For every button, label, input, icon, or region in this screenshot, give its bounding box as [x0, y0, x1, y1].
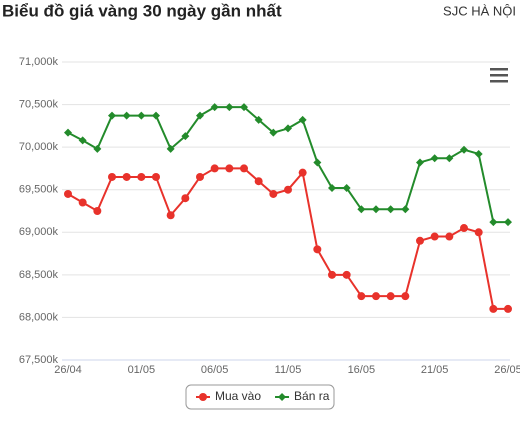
y-tick-label: 68,000k [19, 311, 59, 323]
point [181, 132, 190, 141]
y-tick-label: 67,500k [19, 354, 59, 366]
y-tick-label: 69,500k [19, 184, 59, 196]
point [122, 172, 131, 181]
point [416, 236, 424, 245]
point [284, 185, 292, 194]
point [78, 136, 87, 145]
point [489, 304, 498, 313]
point [225, 103, 234, 112]
point [196, 111, 204, 120]
point [401, 205, 410, 214]
point [254, 115, 263, 124]
point [64, 128, 72, 137]
point [445, 154, 454, 163]
point [64, 189, 72, 198]
point [430, 232, 439, 241]
y-tick-label: 69,000k [19, 226, 59, 238]
point [137, 111, 146, 120]
x-tick-label: 21/05 [421, 364, 449, 376]
point [240, 103, 248, 112]
point [225, 164, 234, 173]
point [328, 184, 336, 193]
point [474, 228, 483, 237]
series-line [67, 106, 508, 224]
point [269, 189, 278, 198]
point [445, 232, 454, 241]
y-tick-label: 70,500k [19, 98, 59, 110]
point [328, 270, 336, 279]
point [181, 194, 190, 203]
point [284, 124, 292, 133]
x-tick-label: 26/05 [494, 364, 520, 376]
point [210, 164, 219, 173]
x-tick-label: 26/04 [54, 364, 82, 376]
point [152, 111, 160, 120]
y-tick-label: 68,500k [19, 269, 59, 281]
point [122, 111, 131, 120]
point [313, 245, 322, 254]
legend-box [185, 384, 335, 410]
point [372, 205, 380, 214]
y-tick-label: 70,000k [19, 141, 59, 153]
point [313, 158, 322, 167]
point [108, 172, 116, 181]
point [416, 158, 424, 167]
chart-title: Biểu đồ giá vàng 30 ngày gần nhất [2, 1, 282, 20]
y-tick-label: 71,000k [19, 56, 59, 68]
point [474, 149, 483, 158]
point [166, 211, 175, 220]
point [108, 111, 116, 120]
x-tick-label: 06/05 [201, 364, 229, 376]
point [386, 205, 395, 214]
point [357, 292, 366, 301]
x-tick-label: 11/05 [275, 364, 302, 376]
legend-label: Bán ra [294, 389, 330, 403]
chart-subtitle: SJC HÀ NỘI [443, 3, 516, 18]
point [93, 207, 102, 215]
legend: Mua vào Bán ra [185, 384, 335, 410]
point [342, 270, 351, 279]
point [460, 145, 468, 154]
point [357, 205, 366, 214]
legend-label: Mua vào [215, 389, 261, 403]
menu-bar [490, 68, 508, 71]
x-tick-label: 01/05 [128, 364, 156, 376]
point [372, 292, 380, 301]
point [504, 218, 512, 227]
point [298, 168, 307, 177]
point [240, 164, 248, 173]
menu-bar [490, 74, 508, 77]
x-tick-label: 16/05 [348, 364, 376, 376]
point [254, 177, 263, 186]
point [298, 115, 307, 124]
point [166, 144, 175, 153]
point [504, 304, 512, 313]
point [269, 128, 278, 137]
legend-marker [199, 393, 207, 401]
point [401, 292, 410, 301]
point [460, 224, 468, 233]
point [489, 218, 498, 227]
point [386, 292, 395, 301]
point [152, 172, 160, 181]
menu-button[interactable] [490, 68, 508, 83]
point [78, 198, 87, 207]
point [196, 172, 204, 181]
point [430, 154, 439, 163]
point [137, 172, 146, 181]
legend-marker [278, 393, 287, 401]
point [342, 184, 351, 193]
point [93, 144, 102, 153]
point [210, 103, 219, 112]
menu-bar [490, 80, 508, 83]
